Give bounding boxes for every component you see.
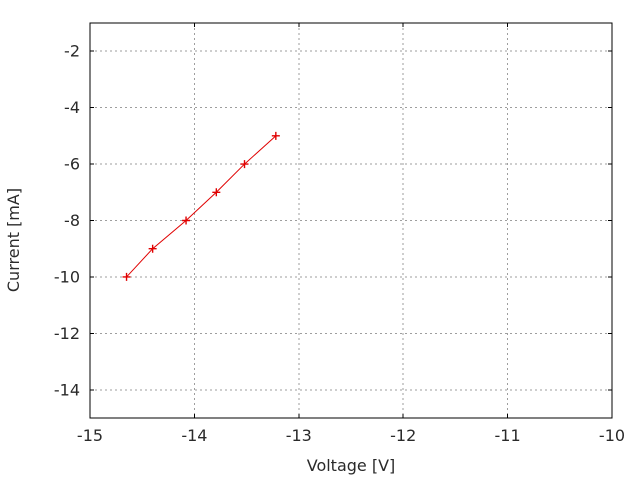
data-point-markers xyxy=(122,131,280,281)
y-tick-label: -2 xyxy=(64,42,80,61)
y-tick-label: -8 xyxy=(64,211,80,230)
y-tick-label: -14 xyxy=(54,380,80,399)
x-tick-label: -10 xyxy=(599,426,625,445)
x-tick-label: -11 xyxy=(495,426,521,445)
x-tick-label: -15 xyxy=(77,426,103,445)
x-tick-label: -13 xyxy=(286,426,312,445)
y-tick-label: -4 xyxy=(64,98,80,117)
y-tick-label: -6 xyxy=(64,155,80,174)
x-tick-label: -12 xyxy=(390,426,416,445)
y-axis-title: Current [mA] xyxy=(4,187,23,293)
y-tick-label: -12 xyxy=(54,324,80,343)
data-line xyxy=(126,135,277,278)
y-tick-label: -10 xyxy=(54,267,80,286)
x-axis-title: Voltage [V] xyxy=(306,456,396,475)
x-tick-label: -14 xyxy=(181,426,207,445)
